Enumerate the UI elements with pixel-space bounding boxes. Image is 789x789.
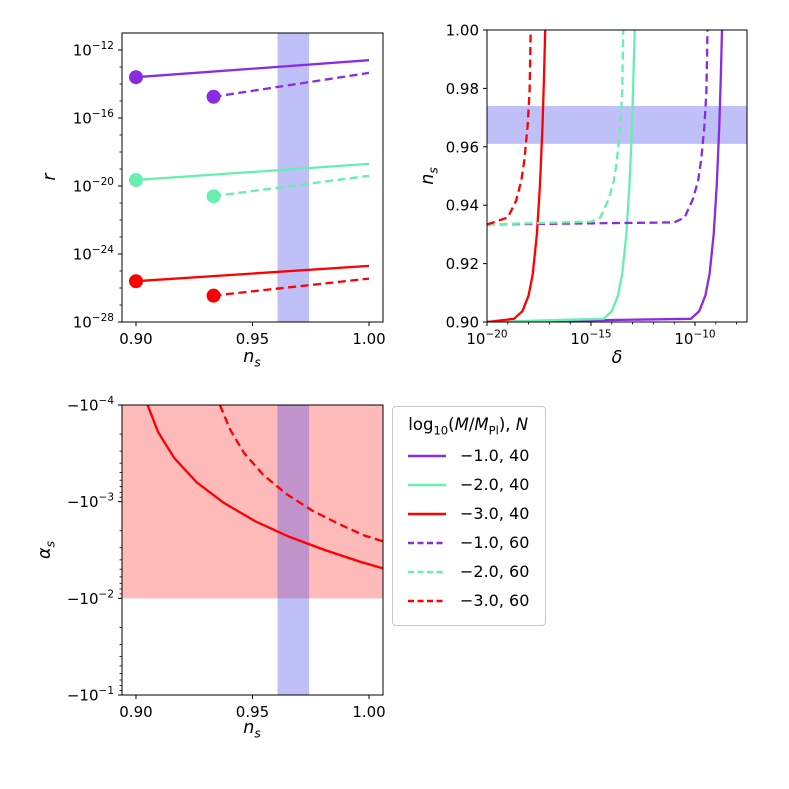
legend: log10(M/MPl), N −1.0, 40 −2.0, 40 −3.0, 40…	[392, 406, 547, 627]
legend-entry: −2.0, 40	[407, 470, 529, 499]
series-M-3.0-N60	[487, 30, 532, 226]
shaded-band	[277, 405, 310, 695]
legend-entry: −2.0, 60	[407, 557, 529, 586]
series-M-2.0-N60	[487, 30, 625, 226]
tick-label: 0.90	[119, 330, 152, 348]
tick-label: 10−20	[73, 176, 114, 196]
legend-entry: −1.0, 60	[407, 528, 529, 557]
series-M-1.0-N40	[487, 30, 724, 322]
legend-entry-label: −1.0, 60	[460, 533, 530, 553]
tick-label: 0.90	[446, 314, 479, 332]
legend-line-sample	[408, 541, 446, 545]
tick-label: 10−12	[73, 40, 114, 60]
tick-label: 0.94	[446, 197, 479, 215]
tick-label: 10−28	[73, 312, 114, 332]
legend-entry-label: −3.0, 60	[460, 591, 530, 611]
legend-entry-label: −1.0, 40	[460, 446, 530, 466]
ylabel-r-vs-ns: r	[40, 173, 60, 181]
legend-entry: −3.0, 40	[407, 499, 529, 528]
tick-label: 10−10	[674, 329, 715, 349]
series-M-1.0-N60	[213, 71, 370, 98]
tick-label: 0.95	[236, 330, 269, 348]
series-M-3.0-N60	[213, 277, 370, 297]
legend-rows: −1.0, 40 −2.0, 40 −3.0, 40 −1.0, 60 −2.0, 60…	[407, 441, 529, 615]
tick-label: 0.90	[119, 703, 152, 721]
series-M-2.0-N60	[213, 174, 370, 198]
plot-r-vs-ns: 0.90 0.95 1.00 10−12 10−16 10−20 10−24 10−28	[73, 32, 386, 348]
tick-label: 0.95	[236, 703, 269, 721]
legend-entry-label: −3.0, 40	[460, 504, 530, 524]
shaded-band	[277, 33, 310, 322]
xlabel-ns-vs-delta: δ	[611, 348, 623, 368]
tick-label: −10−1	[67, 685, 114, 705]
tick-label: 10−15	[570, 329, 611, 349]
tick-label: 10−16	[73, 108, 115, 128]
xlabel-r-vs-ns: ns	[243, 346, 261, 370]
ylabel-alpha-vs-ns: αs	[34, 541, 58, 559]
legend-line-sample	[408, 483, 446, 487]
tick-label: 0.98	[446, 80, 479, 98]
tick-label: −10−3	[67, 492, 114, 512]
tick-label: 10−24	[73, 244, 115, 264]
legend-title: log10(M/MPl), N	[408, 415, 529, 438]
marker-M-3.0-N60	[206, 288, 221, 303]
plot-frame	[486, 29, 748, 323]
tick-label: 0.92	[446, 255, 479, 273]
marker-M-2.0-N60	[206, 189, 221, 204]
marker-M-2.0-N40	[128, 173, 143, 188]
series-M-3.0-N60	[218, 405, 383, 543]
series-M-1.0-N60	[487, 30, 709, 226]
legend-line-sample	[408, 570, 446, 574]
marker-M-1.0-N60	[206, 89, 221, 104]
tick-label: −10−4	[67, 395, 114, 415]
ylabel-ns-vs-delta: ns	[417, 167, 441, 185]
series-M-3.0-N40	[146, 405, 383, 570]
legend-entry: −3.0, 60	[407, 586, 529, 615]
series-M-1.0-N40	[135, 59, 370, 79]
marker-M-3.0-N40	[128, 274, 143, 289]
tick-label: 1.00	[352, 330, 385, 348]
legend-entry-label: −2.0, 40	[460, 475, 530, 495]
plot-ns-vs-delta: 10−20 10−15 10−10 0.90 0.92 0.94 0.96 0.98 1.00	[446, 22, 748, 349]
tick-label: 1.00	[352, 703, 385, 721]
legend-entry: −1.0, 40	[407, 441, 529, 470]
series-M-3.0-N40	[487, 30, 547, 322]
tick-label: −10−2	[67, 588, 114, 608]
legend-entry-label: −2.0, 60	[460, 562, 530, 582]
tick-label: 0.96	[446, 138, 479, 156]
plot-alpha-vs-ns: 0.90 0.95 1.00 −10−4 −10−3 −10−2 −10−1	[67, 395, 386, 721]
legend-line-sample	[408, 454, 446, 458]
tick-label: 1.00	[446, 22, 479, 40]
legend-line-sample	[408, 512, 446, 516]
series-M-3.0-N40	[135, 264, 370, 283]
xlabel-alpha-vs-ns: ns	[243, 717, 261, 741]
tick-label: 10−20	[466, 329, 507, 349]
series-M-2.0-N40	[135, 162, 370, 182]
shaded-band	[122, 405, 383, 599]
series-M-2.0-N40	[487, 30, 636, 322]
legend-line-sample	[408, 599, 446, 603]
marker-M-1.0-N40	[128, 70, 143, 85]
